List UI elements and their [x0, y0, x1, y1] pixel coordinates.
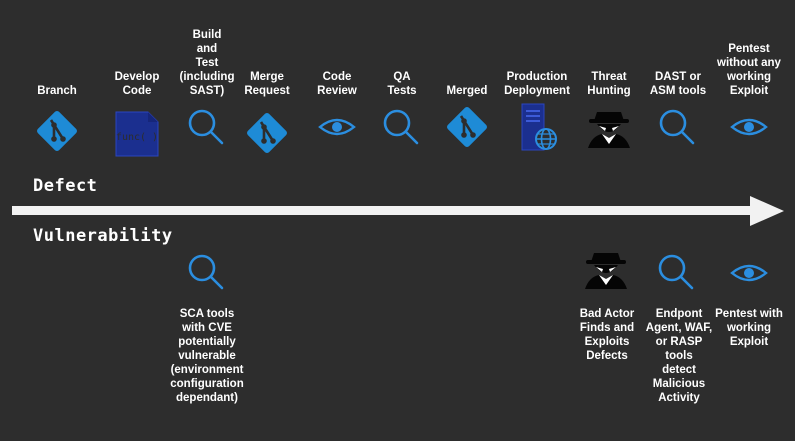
step-label-merged: Merged — [446, 85, 488, 97]
defect-title: Defect — [33, 176, 98, 196]
eye-icon — [724, 102, 774, 152]
step-label-code-review: Code Review — [317, 71, 357, 97]
step-label-dast-asm: DAST or ASM tools — [649, 71, 707, 97]
magnifier-icon — [182, 103, 232, 153]
hacker-icon — [581, 241, 631, 291]
step-label-bad-actor: Bad Actor Finds and Exploits Defects — [579, 308, 635, 362]
step-label-threat-hunting: Threat Hunting — [587, 71, 631, 97]
step-label-endpoint-agent: Endpont Agent, WAF, or RASP tools detect… — [645, 308, 713, 404]
git-branch-icon — [442, 102, 492, 152]
hacker-icon — [584, 100, 634, 150]
eye-icon — [724, 248, 774, 298]
code-file-icon: func( ) — [112, 109, 162, 159]
step-label-production-deployment: Production Deployment — [504, 71, 570, 97]
svg-text:func( ): func( ) — [116, 132, 158, 143]
magnifier-icon — [652, 248, 702, 298]
step-label-merge-request: Merge Request — [244, 71, 290, 97]
timeline-arrow — [12, 196, 784, 226]
step-label-pentest-no-exploit: Pentest without any working Exploit — [717, 43, 781, 97]
step-label-pentest-with-exploit: Pentest with working Exploit — [715, 308, 783, 348]
vulnerability-title: Vulnerability — [33, 226, 173, 246]
eye-icon — [312, 102, 362, 152]
magnifier-icon — [182, 248, 232, 298]
magnifier-icon — [377, 103, 427, 153]
step-label-sca-tools: SCA tools with CVE potentially vulnerabl… — [170, 308, 244, 404]
git-branch-icon — [242, 108, 292, 158]
magnifier-icon — [653, 103, 703, 153]
git-branch-icon — [32, 106, 82, 156]
step-label-qa-tests: QA Tests — [387, 71, 417, 97]
server-globe-icon — [512, 102, 562, 152]
step-label-branch: Branch — [37, 85, 77, 97]
step-label-develop-code: Develop Code — [114, 71, 160, 97]
step-label-build-and-test: Build and Test (including SAST) — [179, 29, 235, 97]
